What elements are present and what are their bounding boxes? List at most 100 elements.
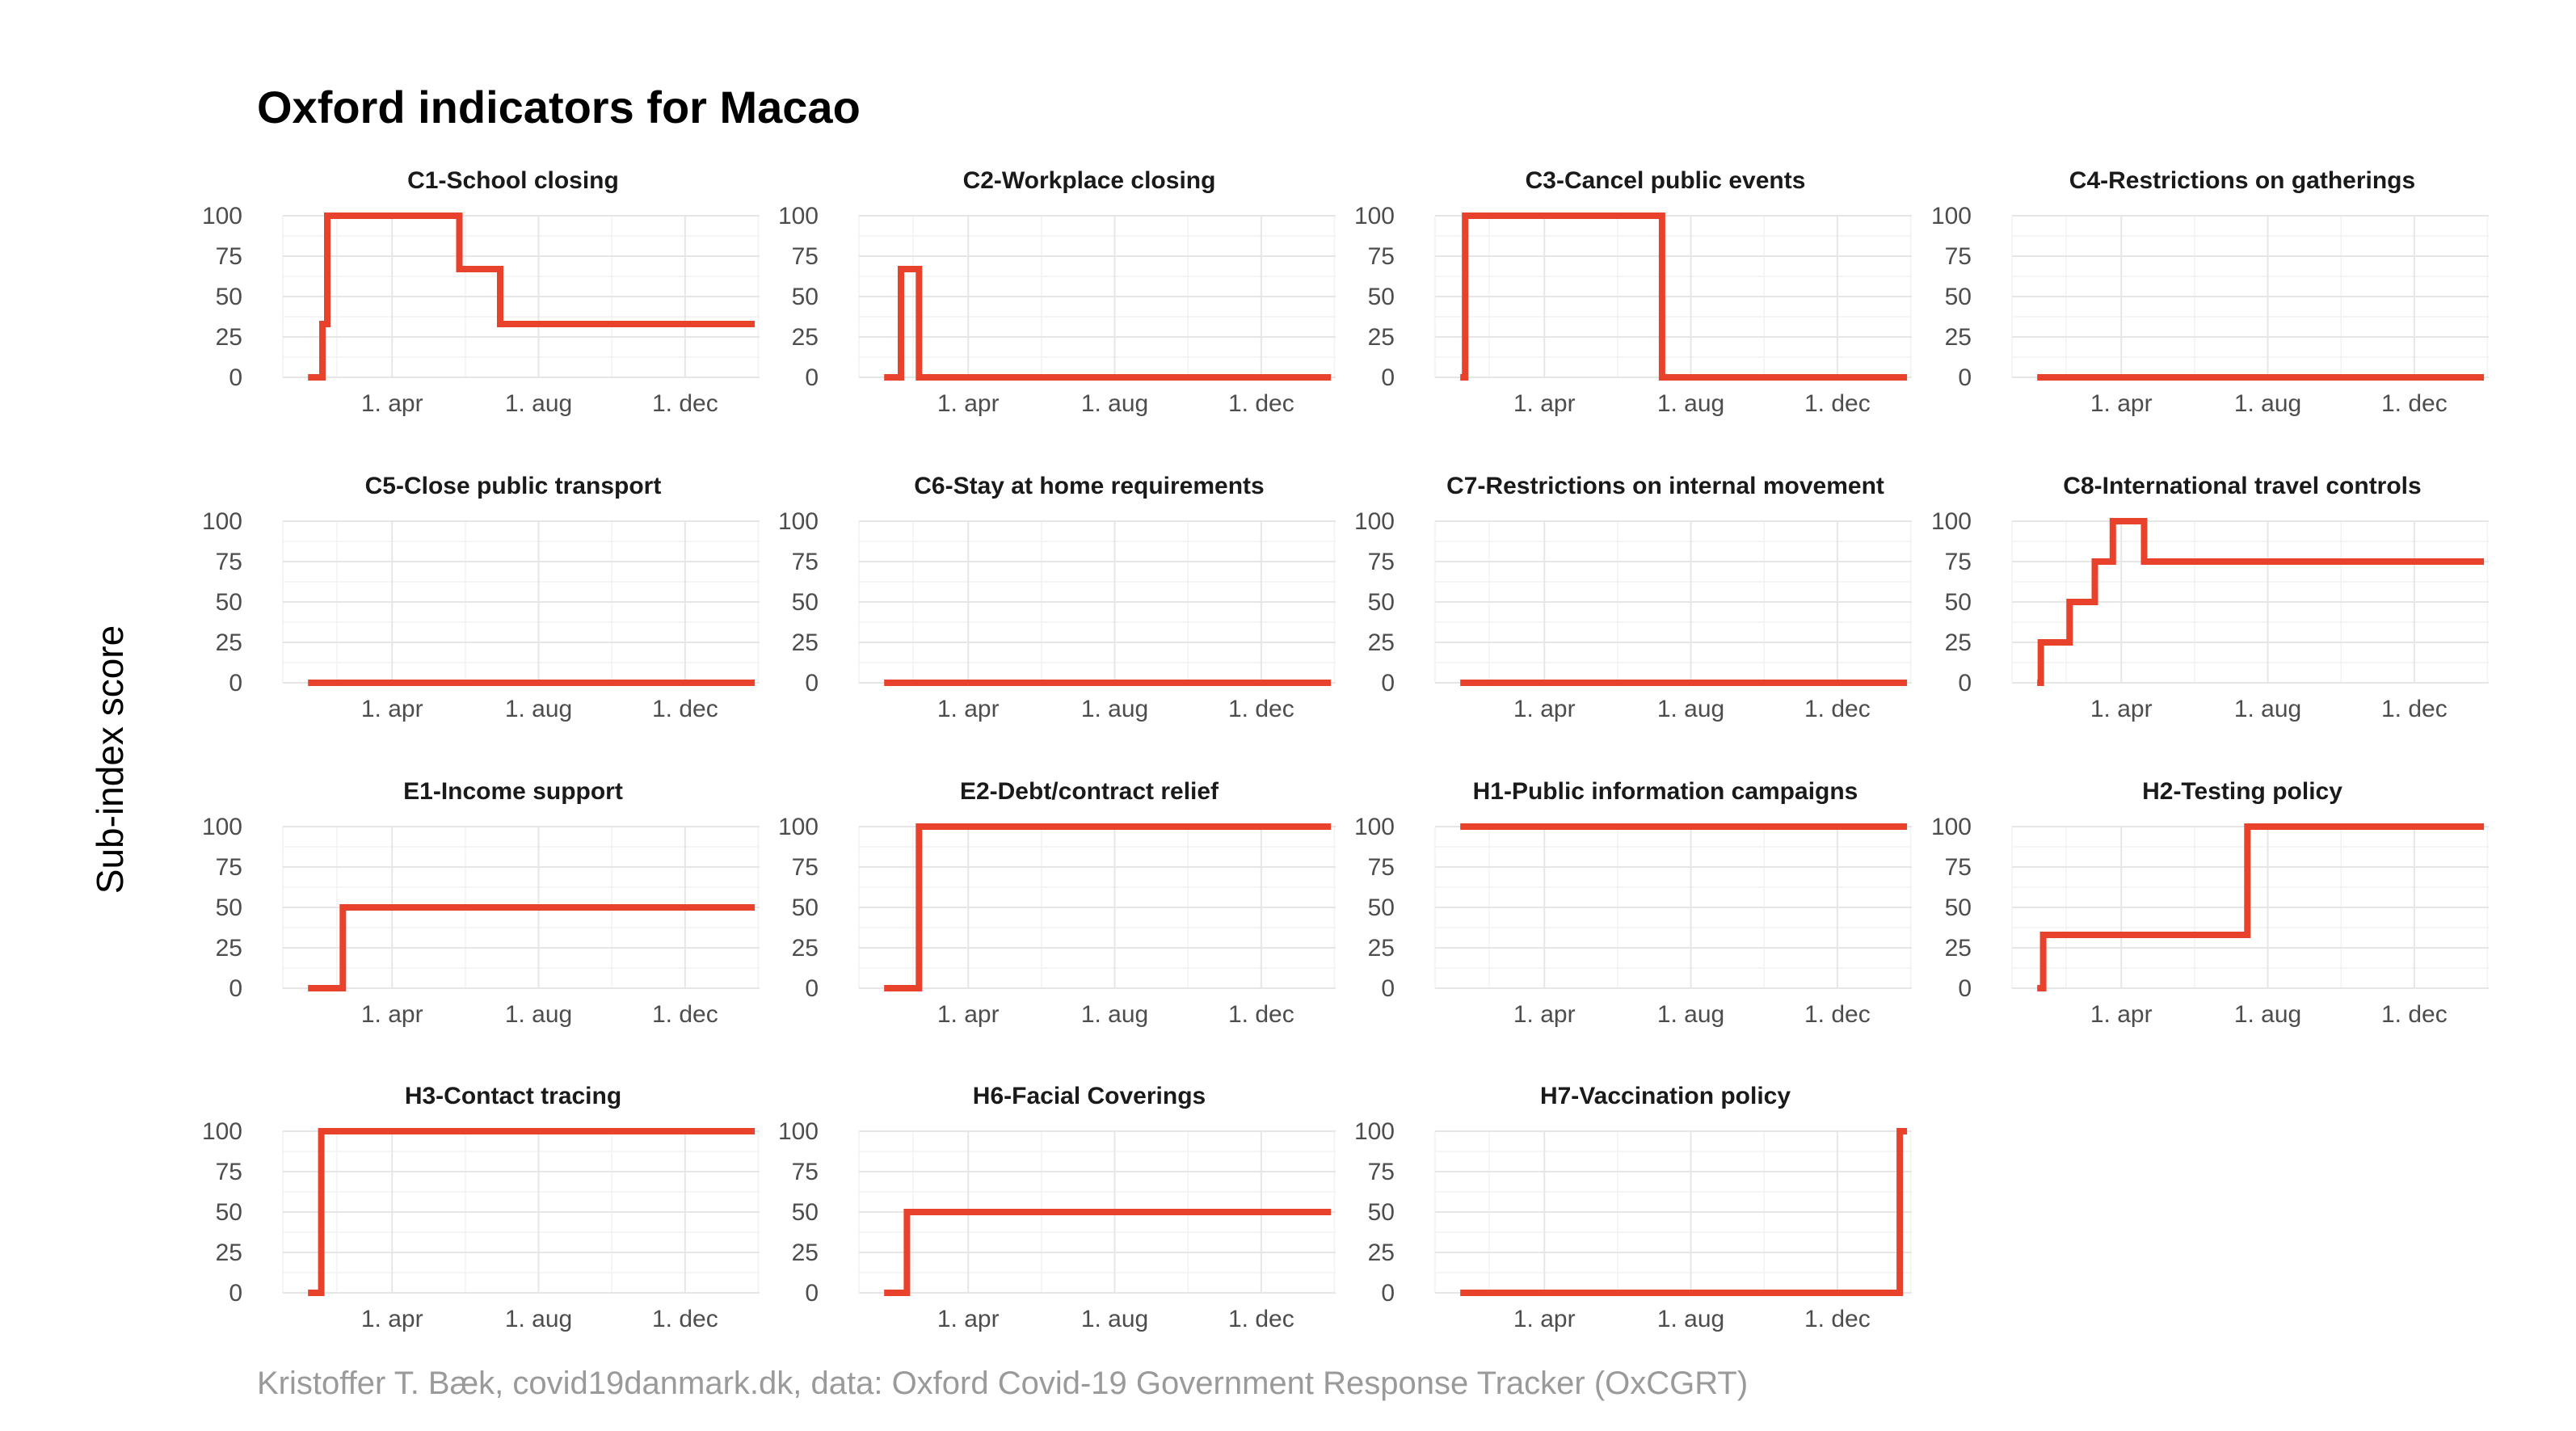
x-tick-label: 1. dec [2381, 696, 2448, 722]
y-tick-label: 25 [792, 935, 819, 962]
y-tick-label: 25 [216, 1239, 242, 1266]
x-tick-label: 1. dec [2381, 390, 2448, 417]
y-tick-label: 75 [216, 549, 242, 575]
panel-title: C8-International travel controls [2063, 473, 2421, 499]
y-tick-label: 50 [1368, 1199, 1395, 1226]
y-tick-label: 0 [805, 364, 819, 391]
x-tick-label: 1. apr [1513, 1001, 1576, 1028]
x-tick-label: 1. apr [361, 390, 423, 417]
y-tick-label: 50 [1945, 589, 1972, 616]
y-tick-label: 0 [1381, 975, 1395, 1002]
x-tick-label: 1. aug [1657, 390, 1724, 417]
y-tick-label: 50 [1945, 284, 1972, 310]
x-tick-label: 1. apr [1513, 1306, 1576, 1332]
y-tick-label: 25 [1945, 324, 1972, 351]
series-line [2037, 518, 2485, 686]
y-tick-label: 100 [202, 1118, 242, 1145]
facet-panel: C6-Stay at home requirements 0 25 50 75 100 1.… [778, 473, 1336, 722]
y-tick-label: 75 [792, 549, 819, 575]
y-tick-label: 100 [202, 508, 242, 535]
x-tick-label: 1. aug [2234, 696, 2301, 722]
y-tick-label: 0 [1381, 1280, 1395, 1307]
x-tick-label: 1. dec [1804, 1306, 1871, 1332]
series-line [308, 904, 756, 991]
x-tick-label: 1. aug [1657, 696, 1724, 722]
y-tick-label: 0 [805, 1280, 819, 1307]
facet-panel: C3-Cancel public events 0 25 50 75 100 1. apr 1… [1354, 167, 1912, 417]
y-tick-label: 75 [792, 854, 819, 881]
panel-title: C6-Stay at home requirements [914, 473, 1264, 499]
y-tick-label: 50 [1368, 894, 1395, 921]
panel-title: C5-Close public transport [365, 473, 662, 499]
y-tick-label: 50 [216, 1199, 242, 1226]
panel-title: H2-Testing policy [2142, 778, 2342, 805]
x-tick-label: 1. aug [2234, 1001, 2301, 1028]
x-tick-label: 1. apr [937, 1306, 1000, 1332]
x-tick-label: 1. aug [505, 1306, 572, 1332]
y-tick-label: 75 [1368, 854, 1395, 881]
panel-title: C3-Cancel public events [1526, 167, 1806, 194]
series-line [308, 213, 756, 381]
y-tick-label: 100 [1931, 203, 1972, 229]
y-tick-label: 25 [1945, 935, 1972, 962]
facet-panel: C7-Restrictions on internal movement 0 25 5… [1354, 473, 1912, 722]
y-tick-label: 25 [216, 629, 242, 656]
y-tick-label: 25 [1945, 629, 1972, 656]
y-tick-label: 0 [1381, 670, 1395, 697]
x-tick-label: 1. aug [2234, 390, 2301, 417]
facet-panel: C5-Close public transport 0 25 50 75 100 1. ap… [202, 473, 760, 722]
x-tick-label: 1. dec [1228, 1001, 1294, 1028]
facet-panel: C1-School closing 0 25 50 75 100 1. apr 1. aug 1… [202, 167, 760, 417]
y-tick-label: 25 [1368, 324, 1395, 351]
series-line [1460, 213, 1908, 381]
panel-title: H6-Facial Coverings [973, 1083, 1206, 1109]
x-tick-label: 1. apr [937, 696, 1000, 722]
y-tick-label: 0 [229, 975, 242, 1002]
series-line [884, 1209, 1332, 1296]
series-line [1460, 1128, 1908, 1296]
x-tick-label: 1. aug [1081, 696, 1148, 722]
x-tick-label: 1. aug [1081, 390, 1148, 417]
y-tick-label: 75 [1945, 243, 1972, 270]
x-tick-label: 1. aug [505, 1001, 572, 1028]
facet-panel: C8-International travel controls 0 25 50 75 1… [1931, 473, 2489, 722]
panel-title: C2-Workplace closing [963, 167, 1216, 194]
y-tick-label: 25 [216, 935, 242, 962]
x-tick-label: 1. dec [2381, 1001, 2448, 1028]
y-tick-label: 75 [792, 243, 819, 270]
y-tick-label: 100 [778, 1118, 819, 1145]
facet-panel: H1-Public information campaigns 0 25 50 75 10… [1354, 778, 1912, 1028]
y-tick-label: 0 [229, 364, 242, 391]
y-tick-label: 75 [216, 854, 242, 881]
panel-title: H7-Vaccination policy [1540, 1083, 1791, 1109]
series-line [884, 266, 1332, 381]
x-tick-label: 1. apr [2090, 390, 2153, 417]
x-tick-label: 1. dec [1228, 1306, 1294, 1332]
x-tick-label: 1. apr [2090, 1001, 2153, 1028]
x-tick-label: 1. apr [1513, 390, 1576, 417]
y-tick-label: 50 [216, 589, 242, 616]
x-tick-label: 1. aug [1657, 1001, 1724, 1028]
y-tick-label: 50 [1368, 284, 1395, 310]
x-tick-label: 1. aug [505, 390, 572, 417]
y-tick-label: 100 [778, 508, 819, 535]
y-tick-label: 25 [1368, 935, 1395, 962]
x-tick-label: 1. dec [1804, 696, 1871, 722]
facet-panel: C4-Restrictions on gatherings 0 25 50 75 100 1… [1931, 167, 2489, 417]
x-tick-label: 1. aug [1657, 1306, 1724, 1332]
facet-panel: E2-Debt/contract relief 0 25 50 75 100 1. apr 1… [778, 778, 1336, 1028]
y-tick-label: 75 [1945, 549, 1972, 575]
x-tick-label: 1. apr [361, 696, 423, 722]
y-tick-label: 0 [229, 1280, 242, 1307]
panel-title: C1-School closing [407, 167, 619, 194]
x-tick-label: 1. aug [1081, 1001, 1148, 1028]
x-tick-label: 1. aug [505, 696, 572, 722]
facet-panel: E1-Income support 0 25 50 75 100 1. apr 1. aug 1… [202, 778, 760, 1028]
y-tick-label: 75 [1368, 549, 1395, 575]
x-tick-label: 1. dec [1804, 390, 1871, 417]
y-tick-label: 50 [1368, 589, 1395, 616]
y-tick-label: 50 [792, 589, 819, 616]
y-tick-label: 100 [1931, 814, 1972, 840]
y-tick-label: 25 [792, 324, 819, 351]
